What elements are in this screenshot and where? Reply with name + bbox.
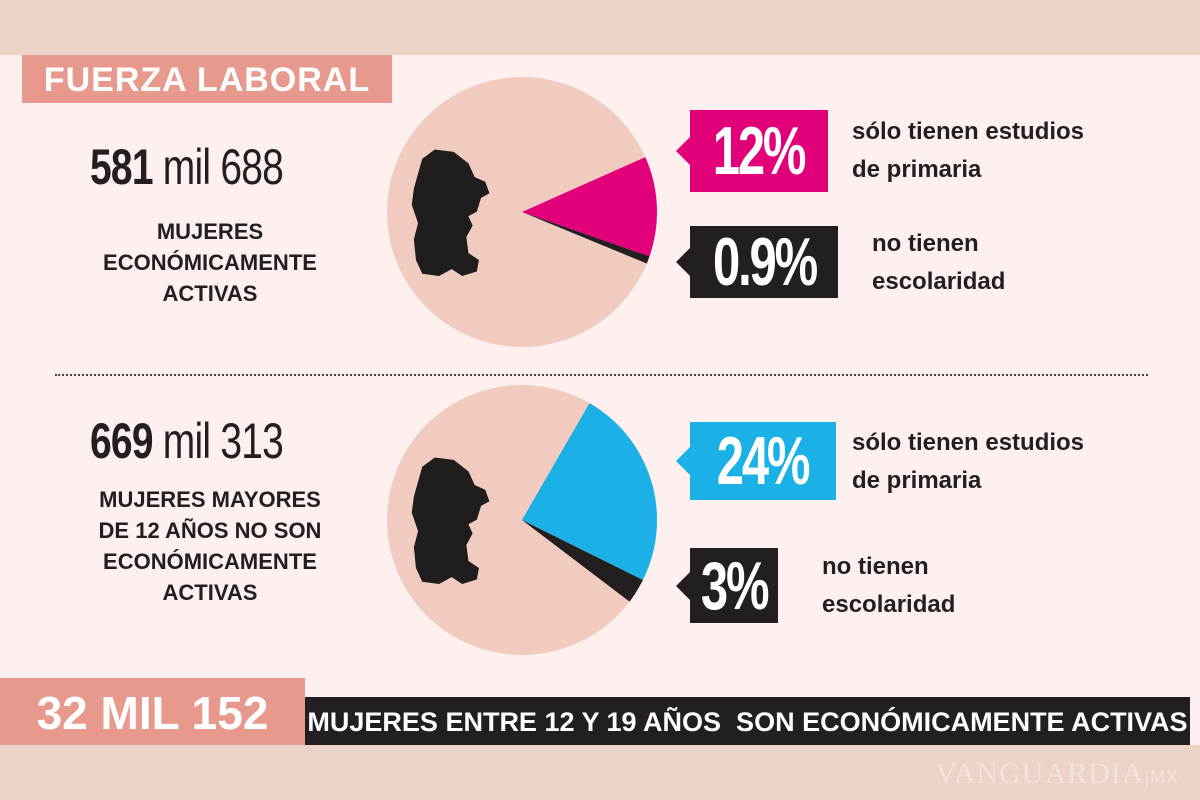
pie-slice-no-school [522,520,643,602]
stat-description-1: MUJERES ECONÓMICAMENTE ACTIVAS [103,219,317,306]
stat-number-1: 581 mil 688 [90,139,284,195]
coahuila-map-icon [411,457,490,585]
note-primary-1: sólo tienen estudios de primaria [852,118,1085,183]
watermark-logo: VANGUARDIA|MX [935,757,1180,790]
coahuila-map-icon [411,149,490,277]
stat-description-2: MUJERES MAYORES DE 12 AÑOS NO SON ECONÓM… [98,487,322,605]
section-title: FUERZA LABORAL [22,55,392,103]
pie-slice-primary [522,403,657,581]
label-no-school-1: 0.9% [676,224,838,300]
pie-chart-2 [387,385,657,655]
stat-number-2: 669 mil 313 [90,413,284,469]
note-no-school-1: no tienen escolaridad [872,230,1006,295]
label-primary-2: 24% [676,422,836,500]
label-no-school-2: 3% [676,548,778,624]
footer-text: MUJERES ENTRE 12 Y 19 AÑOS SON ECONÓMICA… [305,697,1190,745]
pie-slice-no-school [522,212,650,264]
label-primary-1: 12% [676,110,828,192]
footer-number: 32 MIL 152 [0,678,305,745]
pie-slice-primary [522,157,657,257]
note-no-school-2: no tienen escolaridad [822,553,956,618]
note-primary-2: sólo tienen estudios de primaria [852,429,1085,494]
pie-chart-1 [387,77,657,347]
divider [55,374,1148,376]
